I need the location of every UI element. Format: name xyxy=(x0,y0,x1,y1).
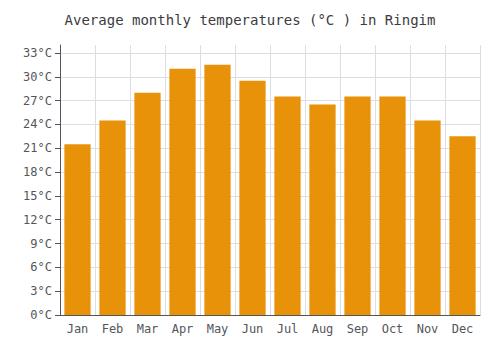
svg-text:30°C: 30°C xyxy=(23,70,52,84)
svg-text:3°C: 3°C xyxy=(30,284,52,298)
svg-text:Average monthly temperatures (: Average monthly temperatures (°C ) in Ri… xyxy=(65,12,436,28)
svg-text:Jun: Jun xyxy=(242,322,264,336)
svg-text:9°C: 9°C xyxy=(30,237,52,251)
svg-text:12°C: 12°C xyxy=(23,213,52,227)
svg-text:Apr: Apr xyxy=(172,322,194,336)
svg-text:33°C: 33°C xyxy=(23,46,52,60)
svg-text:18°C: 18°C xyxy=(23,165,52,179)
svg-text:15°C: 15°C xyxy=(23,189,52,203)
svg-text:Jul: Jul xyxy=(277,322,299,336)
svg-text:Dec: Dec xyxy=(452,322,474,336)
svg-text:Sep: Sep xyxy=(347,322,369,336)
svg-text:6°C: 6°C xyxy=(30,260,52,274)
svg-text:Mar: Mar xyxy=(137,322,159,336)
svg-text:Jan: Jan xyxy=(67,322,89,336)
svg-text:Nov: Nov xyxy=(417,322,439,336)
svg-text:Oct: Oct xyxy=(382,322,404,336)
svg-text:0°C: 0°C xyxy=(30,308,52,322)
svg-text:May: May xyxy=(207,322,229,336)
svg-text:Feb: Feb xyxy=(102,322,124,336)
svg-text:24°C: 24°C xyxy=(23,117,52,131)
svg-text:21°C: 21°C xyxy=(23,141,52,155)
svg-text:Aug: Aug xyxy=(312,322,334,336)
svg-text:27°C: 27°C xyxy=(23,94,52,108)
